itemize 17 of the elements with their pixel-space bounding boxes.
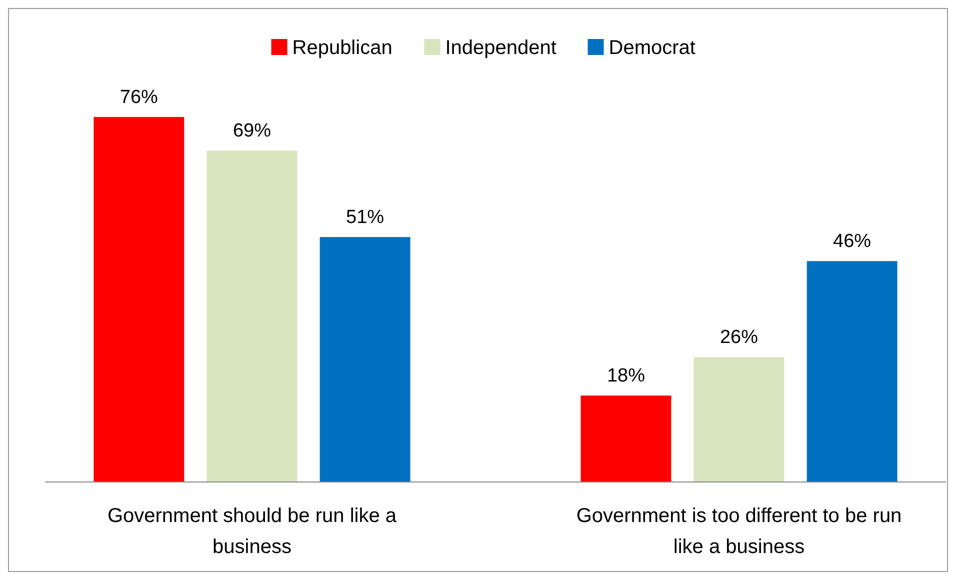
x-tick-label: Government should be run like a business: [107, 505, 398, 558]
data-label: 18%: [606, 366, 646, 387]
bar: [206, 150, 298, 482]
bar: [694, 357, 784, 482]
data-label: 51%: [346, 207, 384, 228]
data-label: 26%: [720, 327, 758, 348]
bar: [94, 117, 184, 482]
data-label: 46%: [833, 231, 872, 252]
bar: [580, 396, 672, 482]
legend-label: Democrat: [608, 37, 696, 59]
x-tick-label: Government is too different to be run like a business: [576, 505, 902, 558]
legend-label: Independent: [445, 37, 557, 59]
bar: [320, 237, 410, 482]
data-label: 76%: [120, 87, 158, 108]
legend-label: Republican: [292, 37, 392, 59]
bar: [806, 261, 898, 482]
data-label: 69%: [232, 120, 272, 142]
